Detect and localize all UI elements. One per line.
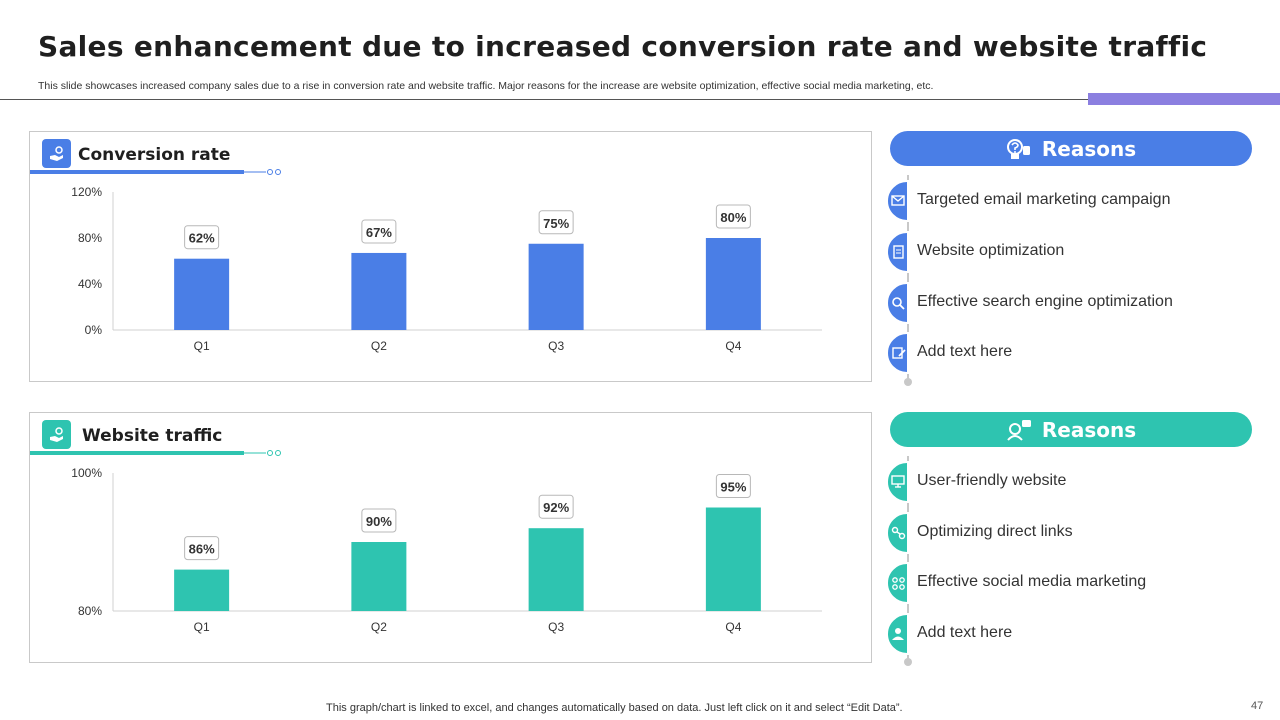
header-accent-bar (1088, 93, 1280, 105)
y-tick-label: 40% (78, 277, 102, 291)
bar[interactable] (528, 528, 584, 611)
bar[interactable] (705, 507, 761, 612)
reasons-title: Reasons (1041, 136, 1137, 161)
reasons-title: Reasons (1041, 417, 1137, 442)
brain-question-icon (1006, 138, 1032, 160)
reasons-timeline-bottom (907, 456, 909, 662)
data-label: 62% (189, 231, 215, 246)
reason-label: Effective social media marketing (917, 573, 1147, 590)
reason-label: Effective search engine optimization (917, 293, 1173, 310)
x-tick-label: Q4 (725, 620, 741, 634)
reasons-header-bottom: Reasons (890, 412, 1252, 447)
data-label-box (184, 536, 220, 561)
data-label-box (715, 474, 751, 498)
x-tick-label: Q1 (194, 620, 210, 634)
website-traffic-title: Website traffic (82, 426, 223, 446)
page-subtitle: This slide showcases increased company s… (38, 80, 934, 92)
timeline-end-dot (904, 658, 912, 666)
reason-label: Targeted email marketing campaign (917, 191, 1171, 208)
conversion-rate-chart-card[interactable]: Conversion rate 0% 40% 80% 120% 62% Q1 67% Q2 75… (29, 131, 872, 382)
y-tick-label: 80% (78, 604, 102, 618)
reason-label: Website optimization (917, 242, 1065, 259)
hand-coin-icon (42, 139, 71, 168)
reasons-header-top: Reasons (890, 131, 1252, 166)
website-traffic-chart-card[interactable]: Website traffic 80% 100% 86% Q1 90% Q2 92% Q3 95… (29, 412, 872, 663)
reasons-timeline-top (907, 175, 909, 382)
y-tick-label: 120% (71, 185, 102, 199)
bar[interactable] (351, 252, 407, 330)
hand-coin-icon (42, 420, 71, 449)
support-chat-icon (1006, 419, 1032, 441)
title-underline (30, 451, 244, 455)
bar[interactable] (528, 243, 584, 330)
x-tick-label: Q2 (371, 339, 387, 353)
timeline-end-dot (904, 378, 912, 386)
data-label: 90% (366, 514, 392, 529)
data-label-box (715, 204, 751, 229)
reason-label: Add text here (917, 624, 1013, 641)
data-label: 95% (720, 480, 746, 495)
bar[interactable] (174, 258, 230, 330)
title-underline-dots (244, 450, 281, 456)
bar[interactable] (351, 542, 407, 611)
website-traffic-bar-chart[interactable]: 80% 100% 86% Q1 90% Q2 92% Q3 95% Q4 (30, 413, 871, 662)
data-label: 92% (543, 500, 569, 515)
conversion-rate-bar-chart[interactable]: 0% 40% 80% 120% 62% Q1 67% Q2 75% Q3 80% Q4 (30, 132, 871, 381)
page-title: Sales enhancement due to increased conve… (38, 30, 1208, 63)
reason-label: Add text here (917, 343, 1013, 360)
data-label-box (361, 219, 397, 244)
page-number: 47 (1251, 700, 1264, 712)
data-label: 67% (366, 225, 392, 240)
data-label-box (538, 210, 574, 235)
y-tick-label: 100% (71, 466, 102, 480)
conversion-rate-title: Conversion rate (78, 145, 231, 165)
y-tick-label: 0% (85, 323, 103, 337)
header-divider (0, 99, 1088, 100)
x-tick-label: Q3 (548, 339, 564, 353)
data-label-box (538, 494, 574, 519)
reason-label: Optimizing direct links (917, 523, 1073, 540)
data-label: 75% (543, 216, 569, 231)
bar[interactable] (174, 569, 230, 611)
x-tick-label: Q2 (371, 620, 387, 634)
data-label: 80% (720, 210, 746, 225)
footer-note: This graph/chart is linked to excel, and… (326, 702, 903, 714)
x-tick-label: Q3 (548, 620, 564, 634)
reason-label: User-friendly website (917, 472, 1067, 489)
title-underline-dots (244, 169, 281, 175)
data-label-box (184, 225, 220, 250)
x-tick-label: Q1 (194, 339, 210, 353)
y-tick-label: 80% (78, 231, 102, 245)
data-label: 86% (189, 542, 215, 557)
title-underline (30, 170, 244, 174)
bar[interactable] (705, 238, 761, 330)
data-label-box (361, 508, 397, 533)
x-tick-label: Q4 (725, 339, 741, 353)
